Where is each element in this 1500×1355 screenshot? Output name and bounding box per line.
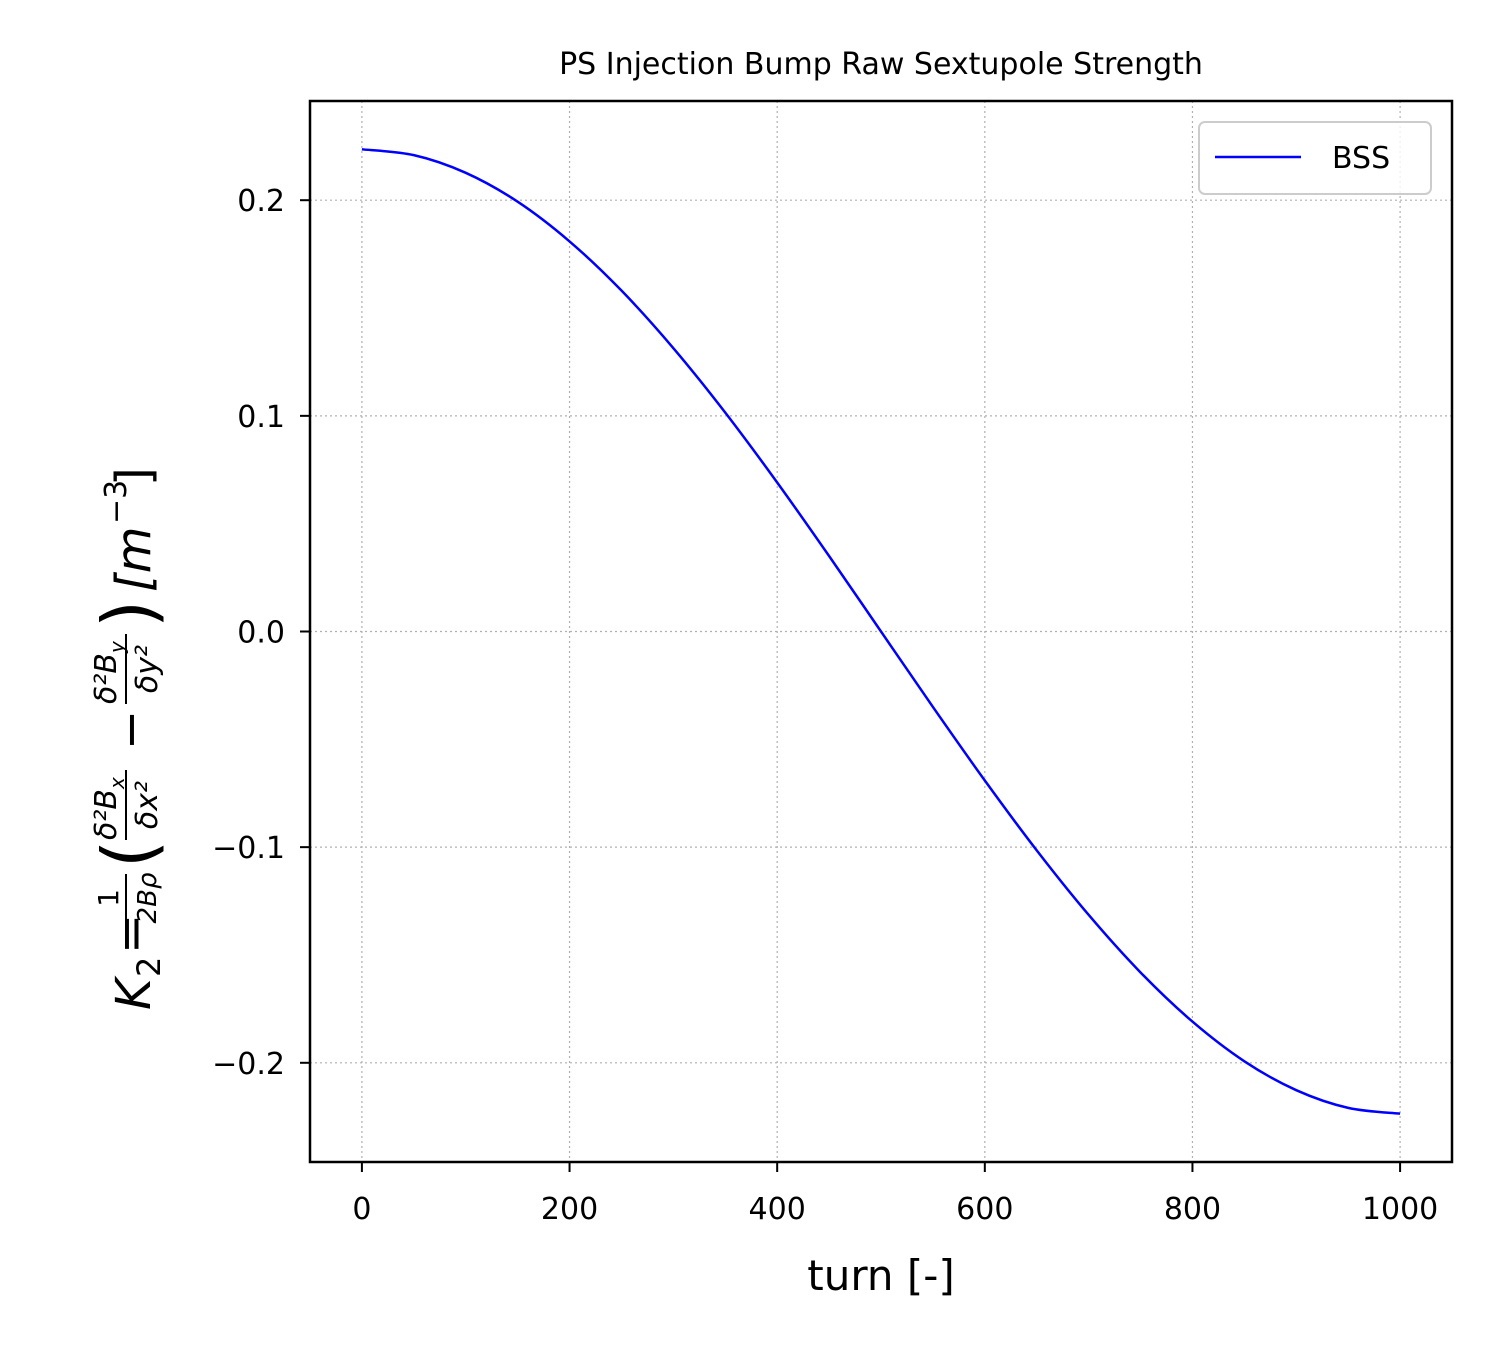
y-axis-label: K 2 = 1 2Bρ ( δ²B x δx² − δ²B y δy² ) [m… [87, 467, 171, 1010]
x-tick-label: 600 [956, 1192, 1013, 1227]
ylabel-equals: = [103, 914, 159, 954]
y-tick-label: −0.2 [212, 1047, 285, 1082]
y-tick-label: 0.1 [237, 400, 285, 435]
ylabel-frac-num: 1 [92, 889, 125, 907]
ylabel-paren-open: ( [87, 840, 171, 868]
series-line-bss [361, 148, 1401, 1115]
grid [310, 101, 1452, 1162]
legend: BSS [1198, 121, 1432, 195]
x-tick-label: 400 [749, 1192, 806, 1227]
x-tick-label: 0 [352, 1192, 371, 1227]
ylabel-unit-close: ] [106, 467, 162, 486]
ylabel-t1-den: δx² [130, 781, 165, 829]
ylabel-minus: − [103, 710, 159, 750]
ylabel-paren-close: ) [87, 600, 171, 628]
legend-box [1198, 121, 1432, 195]
ylabel-k-sub: 2 [130, 957, 168, 977]
legend-label-bss: BSS [1332, 141, 1390, 176]
x-tick-label: 1000 [1362, 1192, 1438, 1227]
ylabel-t1-num-sub: x [105, 777, 129, 790]
ylabel-k: K [106, 975, 162, 1010]
ylabel-frac-den: 2Bρ [133, 872, 163, 923]
ylabel-unit: [m [106, 527, 162, 592]
ylabel-t2-num: δ²B [89, 653, 124, 704]
x-tick-label: 800 [1164, 1192, 1221, 1227]
y-axis-ticks: −0.2 −0.1 0.0 0.1 0.2 [212, 184, 310, 1082]
x-tick-label: 200 [541, 1192, 598, 1227]
y-tick-label: 0.0 [237, 616, 285, 651]
series-layer [361, 148, 1401, 1115]
x-axis-ticks: 0 200 400 600 800 1000 [352, 1162, 1438, 1227]
y-tick-label: −0.1 [212, 831, 285, 866]
chart-title: PS Injection Bump Raw Sextupole Strength [559, 47, 1203, 82]
x-axis-label: turn [-] [807, 1251, 955, 1300]
y-tick-label: 0.2 [237, 184, 285, 219]
ylabel-unit-exp: −3 [99, 480, 134, 524]
ylabel-t1-num: δ²B [89, 789, 124, 840]
ylabel-t2-num-sub: y [105, 640, 129, 654]
ylabel-t2-den: δy² [130, 645, 165, 693]
